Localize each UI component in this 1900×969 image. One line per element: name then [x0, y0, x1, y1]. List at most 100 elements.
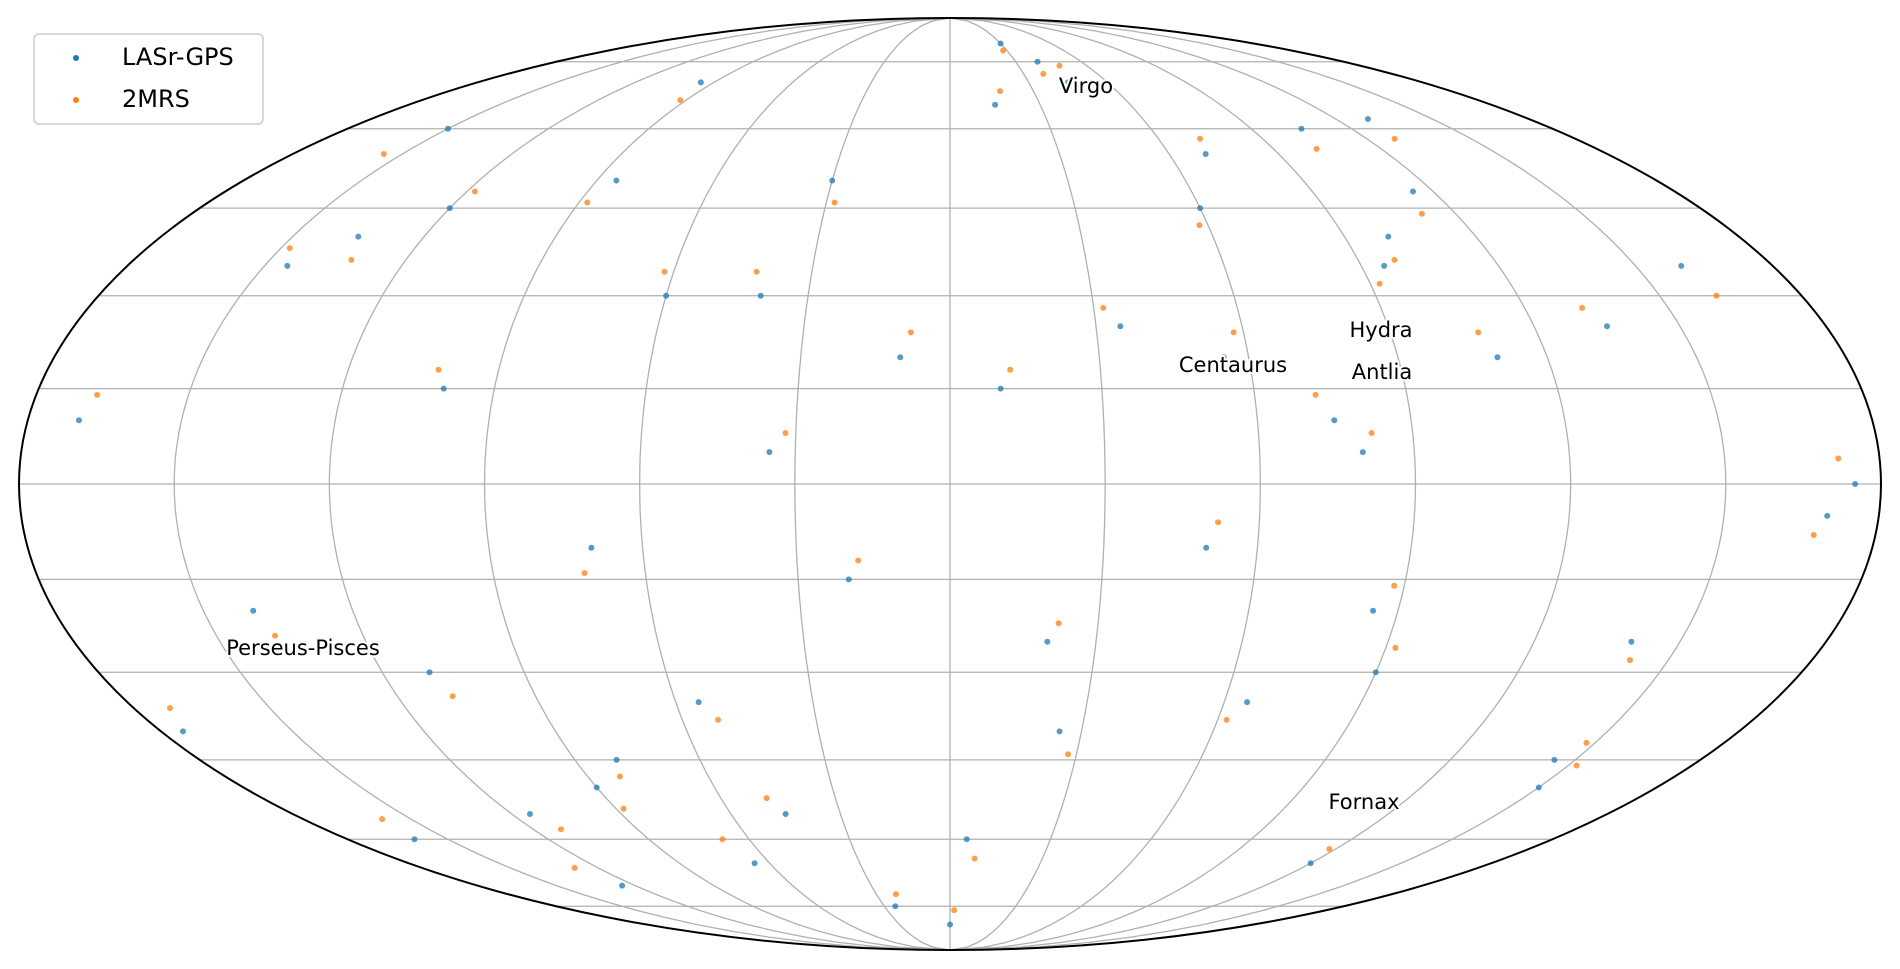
point: [947, 921, 953, 928]
point: [286, 245, 293, 252]
point: [613, 177, 620, 184]
point: [763, 795, 770, 802]
point: [1056, 728, 1063, 735]
point: [1372, 669, 1379, 676]
point: [1007, 366, 1014, 373]
point: [782, 429, 789, 436]
point: [1034, 58, 1041, 65]
point: [1824, 512, 1831, 519]
point: [663, 292, 670, 299]
point: [446, 205, 453, 212]
point: [613, 756, 620, 763]
point: [1835, 455, 1842, 462]
point: [571, 864, 578, 871]
point: [1392, 644, 1399, 651]
point: [1056, 62, 1063, 69]
graticule: [18, 17, 1882, 951]
point: [695, 699, 702, 706]
point: [1196, 222, 1203, 229]
annotation: Fornax: [1328, 790, 1399, 814]
point: [753, 268, 760, 275]
point: [697, 79, 704, 86]
point: [440, 385, 447, 392]
point: [1065, 79, 1072, 86]
point: [1197, 135, 1204, 142]
point: [380, 151, 387, 158]
series-points: [94, 47, 1842, 914]
point: [831, 199, 838, 206]
point: [1313, 145, 1320, 152]
point: [584, 199, 591, 206]
point: [892, 891, 899, 898]
point: [1418, 210, 1425, 217]
point: [951, 907, 958, 914]
point: [782, 810, 789, 817]
point: [526, 810, 533, 817]
legend-marker: [73, 97, 79, 103]
point: [1055, 620, 1062, 627]
legend-box: [33, 33, 264, 125]
point: [379, 816, 386, 823]
annotation: Antlia: [1352, 360, 1412, 384]
point: [1000, 47, 1007, 54]
point: [557, 826, 564, 833]
point: [829, 177, 836, 184]
point: [1223, 716, 1230, 723]
point: [75, 417, 82, 424]
annotation: Centaurus: [1179, 353, 1287, 377]
point: [661, 268, 668, 275]
point: [1044, 638, 1051, 645]
point: [616, 773, 623, 780]
series-points: [75, 40, 1859, 928]
point: [1678, 262, 1685, 269]
point: [1628, 638, 1635, 645]
point: [1117, 323, 1124, 330]
point: [855, 557, 862, 564]
point: [1298, 125, 1305, 132]
point: [1376, 280, 1383, 287]
point: [997, 40, 1004, 47]
point: [1040, 70, 1047, 77]
point: [1215, 519, 1222, 526]
point: [620, 805, 627, 812]
point: [1359, 449, 1366, 456]
point: [1307, 860, 1314, 867]
point: [1220, 354, 1227, 361]
point: [94, 391, 101, 398]
point: [1391, 582, 1398, 589]
point: [845, 576, 852, 583]
point: [1852, 481, 1859, 487]
point: [411, 836, 418, 843]
point: [997, 88, 1004, 95]
point: [971, 855, 978, 862]
point: [963, 836, 970, 843]
point: [1391, 256, 1398, 263]
point: [284, 262, 291, 269]
point: [751, 860, 758, 867]
point: [1203, 544, 1210, 551]
annotation: Hydra: [1349, 318, 1412, 342]
point: [1064, 751, 1071, 758]
point: [355, 233, 362, 240]
point: [1381, 262, 1388, 269]
point: [179, 728, 186, 735]
point: [897, 354, 904, 361]
point: [272, 632, 279, 639]
point: [593, 784, 600, 791]
point: [1573, 762, 1580, 769]
legend-label: LASr-GPS: [122, 43, 234, 71]
point: [1385, 233, 1392, 240]
point: [997, 385, 1004, 392]
point: [444, 125, 451, 132]
point: [1244, 699, 1251, 706]
map-outline: [18, 17, 1882, 951]
point: [166, 705, 173, 712]
legend: LASr-GPS 2MRS: [33, 33, 264, 125]
point: [1551, 756, 1558, 763]
point: [1713, 292, 1720, 299]
point: [1197, 205, 1204, 212]
point: [719, 836, 726, 843]
point: [992, 101, 999, 108]
